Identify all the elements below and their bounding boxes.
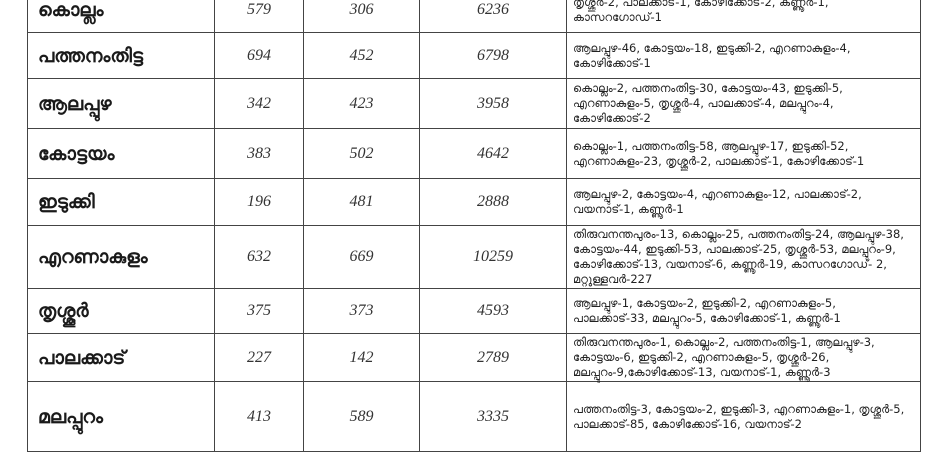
value-a: 413 (214, 381, 304, 452)
table-row: കൊല്ലം 579 306 6236 തൃശ്ശൂർ-2, പാലക്കാട്… (27, 0, 921, 33)
district-breakdown: പത്തനംതിട്ട-3, കോട്ടയം-2, ഇടുക്കി-3, എറണ… (566, 381, 921, 452)
value-c: 4642 (419, 128, 567, 179)
district-table: കൊല്ലം 579 306 6236 തൃശ്ശൂർ-2, പാലക്കാട്… (27, 0, 921, 452)
table-row: പത്തനംതിട്ട 694 452 6798 ആലപ്പുഴ-46, കോട… (27, 32, 921, 79)
value-b: 452 (303, 32, 420, 79)
value-c: 3958 (419, 78, 567, 129)
district-breakdown: ആലപ്പുഴ-1, കോട്ടയം-2, ഇടുക്കി-2, എറണാകുള… (566, 288, 921, 334)
value-b: 481 (303, 178, 420, 226)
district-name: ആലപ്പുഴ (27, 78, 215, 129)
district-name: എറണാകുളം (27, 225, 215, 289)
value-b: 502 (303, 128, 420, 179)
value-b: 589 (303, 381, 420, 452)
district-name: ഇടുക്കി (27, 178, 215, 226)
value-a: 632 (214, 225, 304, 289)
district-breakdown: കൊല്ലം-1, പത്തനംതിട്ട-58, ആലപ്പുഴ-17, ഇട… (566, 128, 921, 179)
district-name: മലപ്പുറം (27, 381, 215, 452)
table-row: ഇടുക്കി 196 481 2888 ആലപ്പുഴ-2, കോട്ടയം-… (27, 178, 921, 226)
district-name: പാലക്കാട് (27, 333, 215, 382)
table-row: പാലക്കാട് 227 142 2789 തിരുവനന്തപുരം-1, … (27, 333, 921, 382)
value-c: 3335 (419, 381, 567, 452)
district-breakdown: തിരുവനന്തപുരം-13, കൊല്ലം-25, പത്തനംതിട്ട… (566, 225, 921, 289)
value-b: 373 (303, 288, 420, 334)
table-row: എറണാകുളം 632 669 10259 തിരുവനന്തപുരം-13,… (27, 225, 921, 289)
district-breakdown: ആലപ്പുഴ-46, കോട്ടയം-18, ഇടുക്കി-2, എറണാക… (566, 32, 921, 79)
district-name: പത്തനംതിട്ട (27, 32, 215, 79)
table-row: ആലപ്പുഴ 342 423 3958 കൊല്ലം-2, പത്തനംതിട… (27, 78, 921, 129)
value-a: 342 (214, 78, 304, 129)
district-name: കോട്ടയം (27, 128, 215, 179)
value-a: 383 (214, 128, 304, 179)
value-b: 306 (303, 0, 420, 33)
table-row: മലപ്പുറം 413 589 3335 പത്തനംതിട്ട-3, കോട… (27, 381, 921, 452)
value-a: 694 (214, 32, 304, 79)
district-breakdown: തൃശ്ശൂർ-2, പാലക്കാട്-1, കോഴിക്കോട്-2, കണ… (566, 0, 921, 33)
district-breakdown: ആലപ്പുഴ-2, കോട്ടയം-4, എറണാകുളം-12, പാലക്… (566, 178, 921, 226)
value-c: 6236 (419, 0, 567, 33)
value-c: 2789 (419, 333, 567, 382)
value-c: 2888 (419, 178, 567, 226)
value-a: 579 (214, 0, 304, 33)
district-breakdown: തിരുവനന്തപുരം-1, കൊല്ലം-2, പത്തനംതിട്ട-1… (566, 333, 921, 382)
value-a: 375 (214, 288, 304, 334)
value-b: 423 (303, 78, 420, 129)
district-name: തൃശ്ശൂർ (27, 288, 215, 334)
table-row: തൃശ്ശൂർ 375 373 4593 ആലപ്പുഴ-1, കോട്ടയം-… (27, 288, 921, 334)
district-breakdown: കൊല്ലം-2, പത്തനംതിട്ട-30, കോട്ടയം-43, ഇട… (566, 78, 921, 129)
table-row: കോട്ടയം 383 502 4642 കൊല്ലം-1, പത്തനംതിട… (27, 128, 921, 179)
value-c: 4593 (419, 288, 567, 334)
value-c: 6798 (419, 32, 567, 79)
district-name: കൊല്ലം (27, 0, 215, 33)
value-a: 227 (214, 333, 304, 382)
value-b: 669 (303, 225, 420, 289)
value-b: 142 (303, 333, 420, 382)
value-a: 196 (214, 178, 304, 226)
value-c: 10259 (419, 225, 567, 289)
